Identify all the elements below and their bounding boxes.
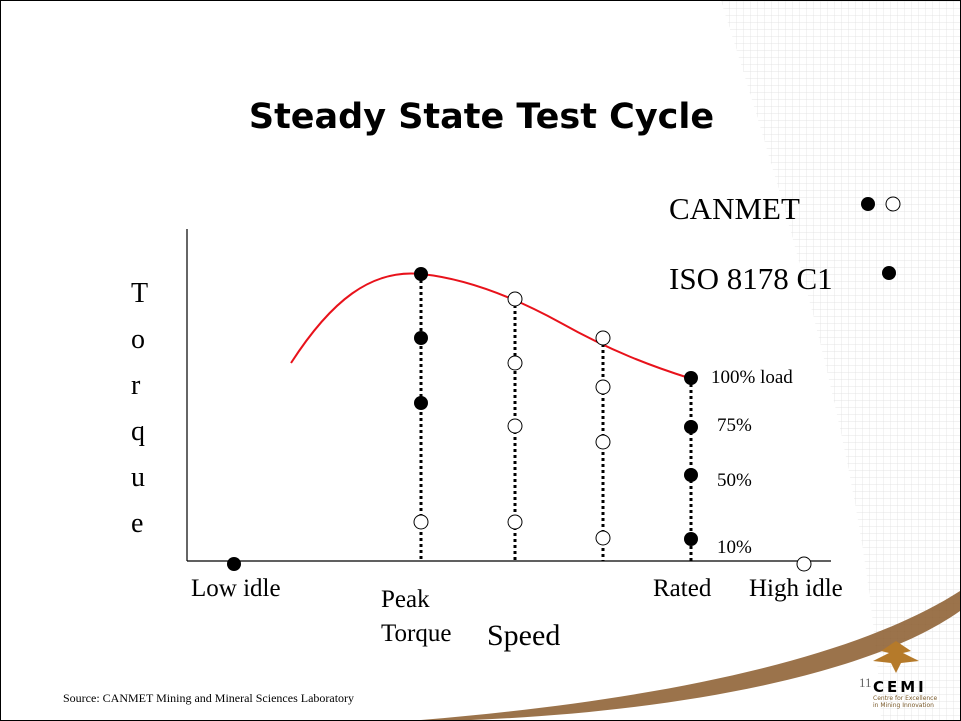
- y-axis-label: Torque: [131, 278, 149, 539]
- background-swoosh: [421, 591, 960, 720]
- load-label: 50%: [717, 470, 752, 491]
- legend-label: ISO 8178 C1: [669, 261, 833, 296]
- source-note: Source: CANMET Mining and Mineral Scienc…: [63, 691, 355, 705]
- slide-title: Steady State Test Cycle: [248, 97, 715, 137]
- open-point: [796, 556, 812, 572]
- open-point: [595, 434, 611, 450]
- filled-point: [684, 371, 698, 385]
- filled-point: [684, 468, 698, 482]
- background-mesh: [721, 1, 960, 720]
- torque-curve: [290, 272, 690, 379]
- filled-point: [227, 557, 241, 571]
- x-axis-label: Speed: [487, 619, 561, 652]
- open-point: [507, 291, 523, 307]
- logo-mark: [873, 641, 919, 673]
- legend-filled-point: [882, 266, 896, 280]
- speed-lines: [419, 274, 693, 561]
- open-point: [507, 418, 523, 434]
- open-point: [595, 330, 611, 346]
- logo-subtitle: Centre for Excellence in Mining Innovati…: [873, 695, 938, 709]
- speed-label: Low idle: [191, 575, 281, 602]
- open-point: [507, 514, 523, 530]
- open-point: [507, 355, 523, 371]
- logo-leaf: [873, 641, 919, 673]
- filled-point: [684, 532, 698, 546]
- legend-label: CANMET: [669, 191, 800, 226]
- filled-point: [684, 420, 698, 434]
- speed-label: Rated: [653, 575, 712, 602]
- open-point: [595, 530, 611, 546]
- legend-filled-point: [861, 197, 875, 211]
- legend-open-point: [885, 196, 901, 212]
- axes: [186, 229, 831, 562]
- canmet-points: [413, 196, 901, 572]
- filled-point: [414, 331, 428, 345]
- speed-label: Peak Torque: [381, 586, 452, 647]
- logo-text: CEMI: [873, 678, 927, 696]
- load-label: 10%: [717, 537, 752, 558]
- iso-points: [227, 197, 896, 571]
- load-label: 75%: [717, 415, 752, 436]
- speed-label: High idle: [749, 575, 843, 602]
- page-number: 11: [859, 675, 872, 690]
- open-point: [413, 514, 429, 530]
- filled-point: [414, 396, 428, 410]
- load-label: 100% load: [711, 367, 793, 388]
- filled-point: [414, 267, 428, 281]
- open-point: [595, 379, 611, 395]
